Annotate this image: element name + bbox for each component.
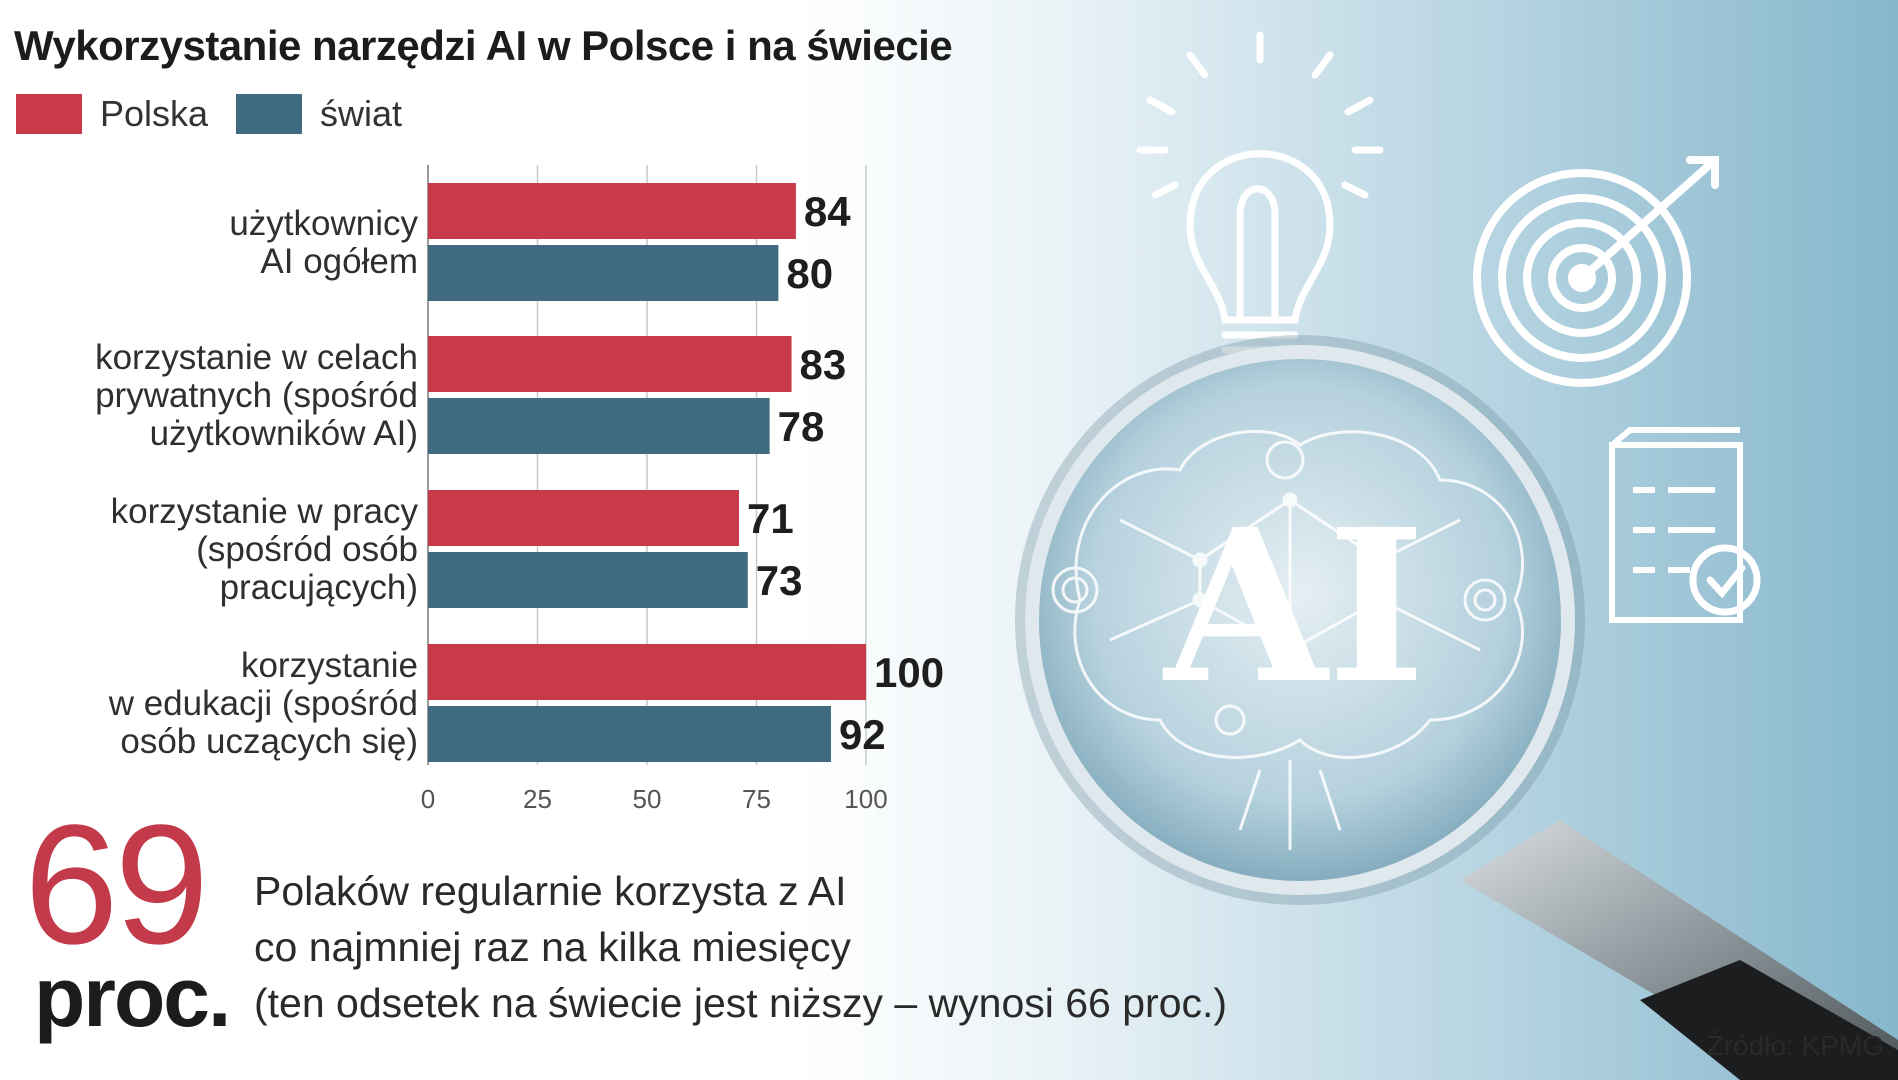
category-label: korzystanie w celach <box>95 338 418 377</box>
data-label: 92 <box>839 711 886 758</box>
legend-item-swiat: świat <box>236 92 402 136</box>
data-label: 84 <box>804 188 851 235</box>
legend-swatch-polska <box>16 94 82 134</box>
source-note: Źródło: KPMG <box>1706 1030 1884 1061</box>
category-label: użytkownicy <box>229 204 418 243</box>
x-tick-label: 75 <box>742 784 771 814</box>
bar-polska <box>428 183 796 239</box>
bar-swiat <box>428 398 770 454</box>
legend-label-swiat: świat <box>320 93 403 134</box>
chart-title: Wykorzystanie narzędzi AI w Polsce i na … <box>14 22 953 69</box>
category-label: korzystanie <box>241 646 418 685</box>
legend-item-polska: Polska <box>16 92 208 136</box>
category-label: osób uczących się) <box>120 722 418 761</box>
checklist-icon <box>1609 427 1761 623</box>
brain-icon <box>1051 429 1525 850</box>
data-label: 100 <box>874 649 944 696</box>
bar-swiat <box>428 706 831 762</box>
highlight-number: 69 <box>24 790 209 980</box>
highlight-line-2: co najmniej raz na kilka miesięcy <box>254 924 852 970</box>
x-tick-label: 25 <box>523 784 552 814</box>
legend-swatch-swiat <box>236 94 302 134</box>
category-label: w edukacji (spośród <box>108 684 418 723</box>
category-label: AI ogółem <box>260 242 418 281</box>
lightbulb-icon <box>1136 31 1384 354</box>
data-label: 73 <box>756 557 803 604</box>
illustration-ai-text: AI <box>1162 483 1425 730</box>
bar-polska <box>428 336 792 392</box>
data-label: 83 <box>800 341 847 388</box>
highlight-line-3: (ten odsetek na świecie jest niższy – wy… <box>254 980 1228 1026</box>
bar-polska <box>428 644 866 700</box>
category-label: (spośród osób <box>196 530 418 569</box>
x-tick-label: 0 <box>421 784 435 814</box>
bar-swiat <box>428 245 779 301</box>
legend-label-polska: Polska <box>100 93 209 134</box>
category-label: pracujących) <box>220 568 418 607</box>
data-label: 71 <box>747 495 794 542</box>
bar-swiat <box>428 552 748 608</box>
bar-polska <box>428 490 739 546</box>
highlight-unit: proc. <box>34 950 231 1044</box>
highlight-line-1: Polaków regularnie korzysta z AI <box>254 868 847 914</box>
x-tick-label: 50 <box>633 784 662 814</box>
target-icon <box>1473 156 1719 387</box>
category-label: prywatnych (spośród <box>95 376 418 415</box>
category-label: korzystanie w pracy <box>111 492 419 531</box>
category-label: użytkowników AI) <box>150 414 418 453</box>
x-tick-label: 100 <box>844 784 887 814</box>
data-label: 78 <box>778 403 825 450</box>
data-label: 80 <box>786 250 833 297</box>
magnifier-icon <box>1015 335 1898 1080</box>
